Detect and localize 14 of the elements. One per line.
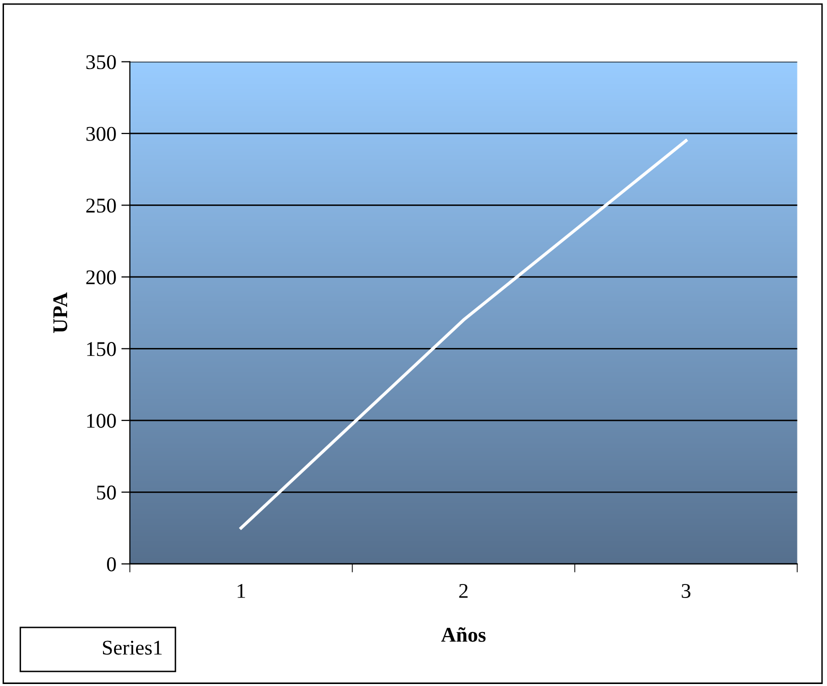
y-tick-label: 350	[86, 55, 116, 70]
x-tick-label: 1	[238, 584, 246, 598]
x-tick-label: 2	[459, 584, 468, 598]
x-axis-title: Años	[441, 627, 486, 642]
y-tick-label: 0	[107, 557, 116, 572]
y-tick-label: 150	[87, 342, 116, 356]
text: Series1	[102, 640, 162, 655]
y-tick-label: 250	[86, 198, 116, 213]
y-axis-title: UPA	[53, 292, 68, 333]
y-tick-label: 200	[86, 270, 116, 284]
y-tick-label: 100	[87, 414, 116, 428]
x-tick-label: 3	[682, 584, 690, 598]
y-tick-label: 50	[97, 486, 116, 500]
y-tick-label: 300	[86, 126, 116, 141]
